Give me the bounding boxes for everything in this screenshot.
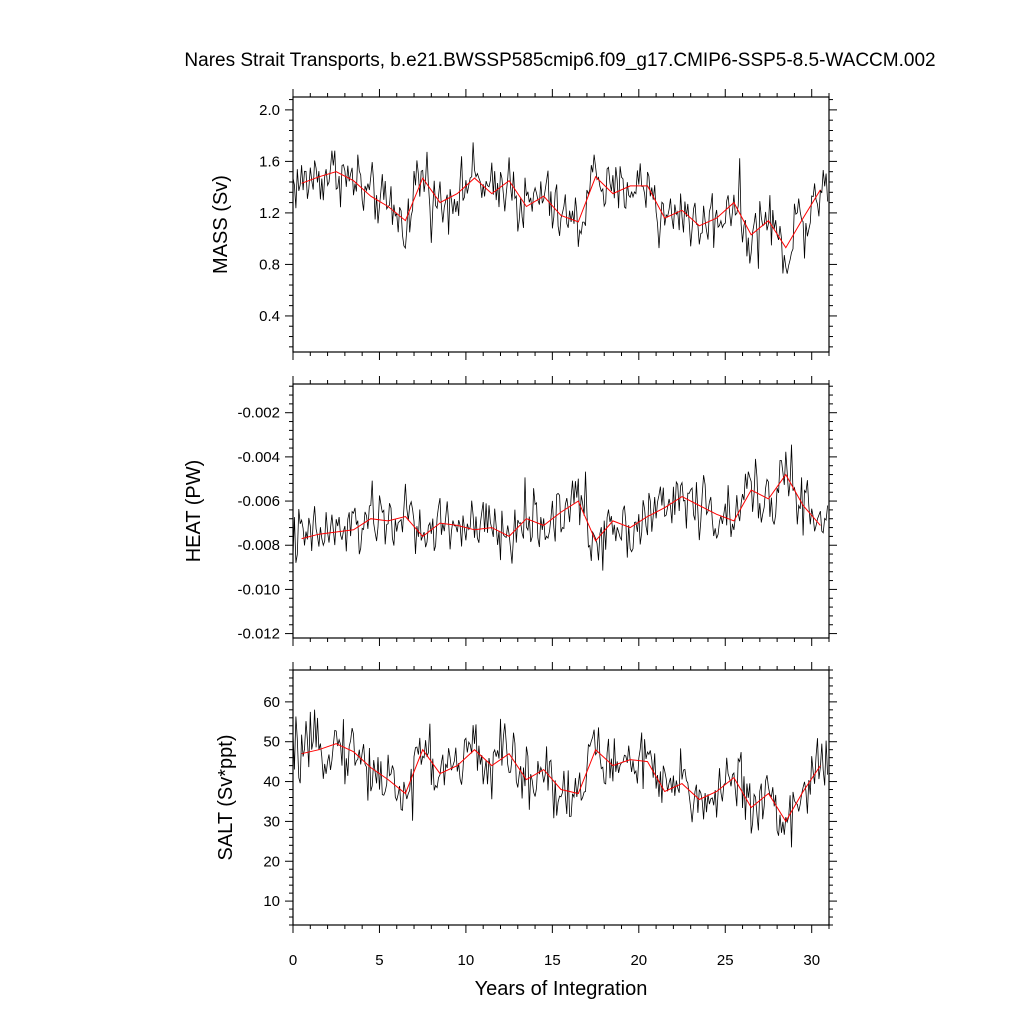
salt-monthly-line (292, 709, 828, 848)
panel-heat: -0.012 -0.010 -0.008 -0.006 -0.004 -0.002 HEAT… (183, 376, 837, 646)
heat-frame (292, 383, 830, 639)
mass-frame (292, 96, 830, 353)
salt-xtick-label: 10 (458, 952, 475, 969)
heat-y-axis-label: HEAT (PW) (183, 460, 205, 563)
salt-xtick-label: 15 (544, 952, 561, 969)
heat-ytick-label: -0.004 (237, 449, 280, 466)
mass-ytick-label: 0.8 (259, 256, 280, 273)
heat-ytick-label: -0.008 (237, 537, 280, 554)
heat-ytick-label: -0.002 (237, 405, 280, 422)
salt-y-axis-label: SALT (Sv*ppt) (215, 735, 237, 861)
mass-ytick-label: 2.0 (259, 102, 280, 119)
salt-xtick-label: 5 (375, 952, 383, 969)
mass-monthly-line (292, 142, 828, 274)
salt-ytick-label: 30 (263, 813, 280, 830)
heat-ytick-label: -0.012 (237, 626, 280, 643)
figure-title: Nares Strait Transports, b.e21.BWSSP585c… (184, 50, 935, 71)
salt-ytick-label: 10 (263, 893, 280, 910)
mass-ytick-label: 0.4 (259, 308, 280, 325)
salt-xtick-label: 25 (717, 952, 734, 969)
salt-ytick-label: 20 (263, 853, 280, 870)
salt-ytick-label: 60 (263, 694, 280, 711)
heat-ytick-label: -0.006 (237, 493, 280, 510)
heat-ytick-label: -0.010 (237, 581, 280, 598)
heat-annual-mean-line (301, 473, 821, 542)
mass-annual-mean-line (301, 171, 821, 249)
salt-annual-mean-line (301, 743, 821, 823)
panel-mass: 0.4 0.8 1.2 1.6 2.0 MASS (Sv) (210, 89, 837, 360)
heat-monthly-line (292, 444, 828, 571)
mass-ytick-label: 1.2 (259, 205, 280, 222)
salt-ytick-label: 50 (263, 734, 280, 751)
salt-ytick-label: 40 (263, 774, 280, 791)
salt-xtick-label: 0 (289, 952, 297, 969)
salt-xtick-label: 30 (803, 952, 820, 969)
mass-ytick-label: 1.6 (259, 153, 280, 170)
salt-xtick-label: 20 (630, 952, 647, 969)
x-axis-label: Years of Integration (475, 978, 648, 1000)
mass-y-axis-label: MASS (Sv) (210, 175, 232, 274)
panel-salt: 10 20 30 40 50 60 0 5 10 15 20 25 30 SALT (Sv*ppt) (215, 662, 837, 969)
